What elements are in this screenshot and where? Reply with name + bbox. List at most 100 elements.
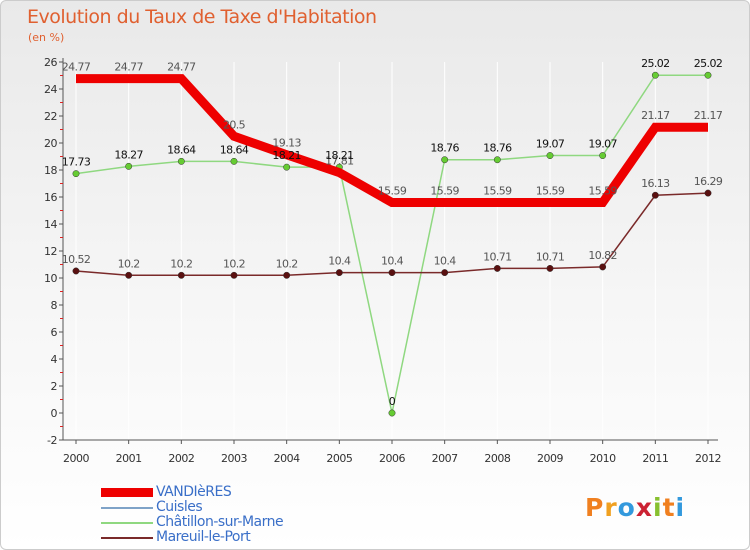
data-point bbox=[599, 152, 607, 160]
data-label: 18.76 bbox=[430, 142, 459, 155]
x-tick-label: 2003 bbox=[221, 452, 247, 465]
data-label: 19.07 bbox=[536, 138, 565, 151]
proxiti-logo: Proxiti bbox=[585, 493, 685, 522]
data-label: 10.4 bbox=[328, 255, 351, 268]
data-label: 24.77 bbox=[62, 61, 91, 74]
data-point bbox=[546, 264, 554, 272]
data-point bbox=[388, 269, 396, 277]
logo-letter: i bbox=[653, 493, 663, 522]
data-point bbox=[283, 163, 291, 171]
data-label: 18.27 bbox=[114, 148, 143, 161]
data-label: 10.2 bbox=[276, 257, 298, 270]
data-point bbox=[599, 263, 607, 271]
data-label: 19.13 bbox=[272, 137, 301, 150]
y-tick-label: 4 bbox=[51, 353, 58, 366]
y-tick-label: 16 bbox=[44, 191, 57, 204]
y-tick-label: 0 bbox=[51, 407, 58, 420]
data-label: 0 bbox=[389, 395, 396, 408]
chart-subtitle: (en %) bbox=[28, 31, 65, 44]
logo-letter: P bbox=[585, 493, 605, 522]
data-label: 10.71 bbox=[483, 250, 512, 263]
data-point bbox=[441, 156, 449, 164]
logo-letter: t bbox=[662, 493, 676, 522]
data-label: 10.2 bbox=[223, 257, 245, 270]
data-label: 17.81 bbox=[325, 155, 354, 168]
data-label: 10.52 bbox=[62, 253, 91, 266]
data-label: 18.64 bbox=[220, 143, 249, 156]
legend-swatch-cuisles bbox=[101, 507, 153, 509]
logo-letter: r bbox=[604, 493, 618, 522]
legend-swatch-chatillon bbox=[101, 522, 153, 524]
data-label: 15.59 bbox=[430, 185, 459, 198]
x-tick-label: 2002 bbox=[168, 452, 194, 465]
data-label: 18.76 bbox=[483, 142, 512, 155]
y-tick-label: 6 bbox=[51, 326, 58, 339]
data-label: 18.21 bbox=[272, 149, 301, 162]
y-tick-label: 20 bbox=[44, 137, 57, 150]
data-label: 24.77 bbox=[167, 61, 196, 74]
data-label: 20.5 bbox=[223, 118, 246, 131]
data-point bbox=[72, 267, 80, 275]
x-tick-label: 2006 bbox=[379, 452, 405, 465]
y-tick-label: 26 bbox=[44, 56, 57, 69]
data-label: 15.59 bbox=[483, 185, 512, 198]
x-tick-label: 2010 bbox=[590, 452, 616, 465]
data-label: 10.71 bbox=[536, 250, 565, 263]
data-label: 15.59 bbox=[588, 185, 617, 198]
data-label: 10.4 bbox=[434, 255, 457, 268]
x-tick-label: 2005 bbox=[326, 452, 352, 465]
y-tick-label: 24 bbox=[44, 83, 57, 96]
data-label: 21.17 bbox=[694, 109, 723, 122]
data-label: 17.73 bbox=[62, 156, 91, 169]
data-point bbox=[72, 170, 80, 178]
data-label: 25.02 bbox=[694, 57, 723, 70]
data-point bbox=[177, 157, 185, 165]
y-tick-label: 18 bbox=[44, 164, 57, 177]
data-label: 10.2 bbox=[170, 257, 192, 270]
legend-swatch-vandieres bbox=[101, 488, 153, 497]
data-label: 25.02 bbox=[641, 57, 670, 70]
data-point bbox=[651, 71, 659, 79]
data-label: 15.59 bbox=[536, 185, 565, 198]
x-tick-label: 2011 bbox=[642, 452, 668, 465]
legend-label-chatillon: Châtillon-sur-Marne bbox=[156, 514, 284, 530]
x-tick-label: 2000 bbox=[63, 452, 89, 465]
logo-letter: o bbox=[617, 493, 636, 522]
data-point bbox=[651, 191, 659, 199]
y-tick-label: 8 bbox=[51, 299, 58, 312]
x-tick-label: 2004 bbox=[274, 452, 300, 465]
data-label: 15.59 bbox=[378, 185, 407, 198]
x-tick-label: 2012 bbox=[695, 452, 721, 465]
data-point bbox=[283, 271, 291, 279]
legend-label-cuisles: Cuisles bbox=[156, 499, 203, 515]
data-point bbox=[125, 271, 133, 279]
data-point bbox=[388, 409, 396, 417]
data-point bbox=[546, 152, 554, 160]
data-point bbox=[177, 271, 185, 279]
data-point bbox=[441, 269, 449, 277]
x-tick-label: 2008 bbox=[484, 452, 510, 465]
logo-letter: i bbox=[675, 493, 686, 522]
data-point bbox=[704, 71, 712, 79]
data-point bbox=[704, 189, 712, 197]
y-tick-label: 10 bbox=[44, 272, 57, 285]
y-tick-label: 14 bbox=[44, 218, 57, 231]
data-point bbox=[493, 264, 501, 272]
data-point bbox=[493, 156, 501, 164]
y-tick-label: 2 bbox=[51, 380, 58, 393]
legend-swatch-mareuil bbox=[101, 537, 153, 539]
data-label: 19.07 bbox=[588, 138, 617, 151]
logo-letter: x bbox=[635, 493, 653, 522]
y-tick-label: 12 bbox=[44, 245, 57, 258]
data-point bbox=[230, 157, 238, 165]
data-point bbox=[230, 271, 238, 279]
data-label: 16.29 bbox=[694, 175, 723, 188]
legend-label-vandieres: VANDIèRES bbox=[156, 484, 232, 500]
data-label: 16.13 bbox=[641, 177, 670, 190]
x-tick-label: 2001 bbox=[116, 452, 142, 465]
data-label: 18.64 bbox=[167, 143, 196, 156]
x-tick-label: 2009 bbox=[537, 452, 563, 465]
data-label: 10.2 bbox=[118, 257, 140, 270]
